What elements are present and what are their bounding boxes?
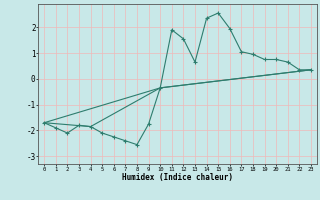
X-axis label: Humidex (Indice chaleur): Humidex (Indice chaleur) bbox=[122, 173, 233, 182]
